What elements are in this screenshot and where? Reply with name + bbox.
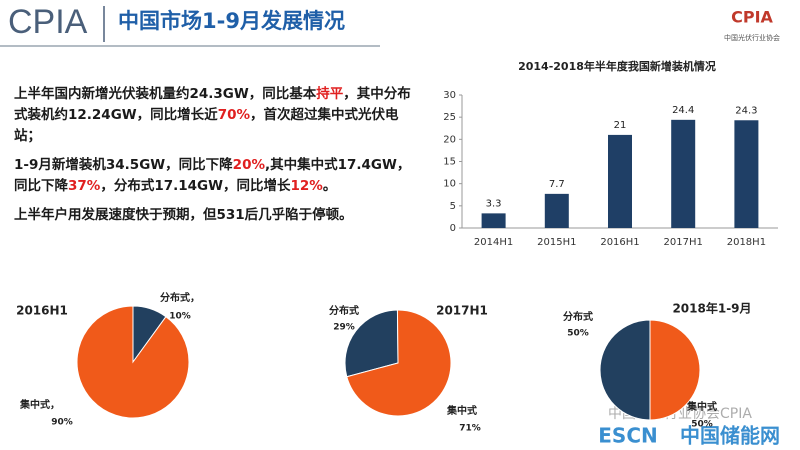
y-tick-label: 10 xyxy=(443,179,456,190)
bar xyxy=(481,213,506,228)
slide-title: 中国市场1-9月发展情况 xyxy=(118,9,345,33)
bar xyxy=(544,193,569,228)
data-label: 21 xyxy=(614,120,627,131)
pie-slice xyxy=(346,309,452,417)
paragraph: 上半年国内新增光伏装机量约24.3GW，同比基本持平，其中分布式装机约12.24… xyxy=(14,84,419,147)
paragraph: 1-9月新增装机34.5GW，同比下降20%,其中集中式17.4GW，同比下降3… xyxy=(14,155,419,197)
watermark: 中国储能网 xyxy=(680,424,780,448)
y-tick-label: 5 xyxy=(450,201,456,212)
pie-slice xyxy=(599,319,651,421)
pie-label: 集中式 xyxy=(686,400,717,413)
pie-label: 分布式 xyxy=(329,304,359,317)
pie-title: 2016H1 xyxy=(16,304,68,318)
pie-value-label: 50% xyxy=(691,420,713,430)
logo: CPIA xyxy=(8,3,88,41)
text-span: 1-9月新增装机34.5GW，同比下降 xyxy=(14,157,233,173)
data-label: 7.7 xyxy=(549,179,565,190)
text-span: 上半年户用发展速度快于预期，但531后几乎陷于停顿。 xyxy=(14,207,353,223)
watermark: ESCN xyxy=(598,424,657,448)
chart-title: 2014-2018年半年度我国新增装机情况 xyxy=(518,59,716,73)
bar xyxy=(608,134,632,228)
x-tick-label: 2016H1 xyxy=(600,237,639,248)
data-label: 24.3 xyxy=(735,105,757,116)
data-label: 3.3 xyxy=(486,198,502,209)
pie-title: 2017H1 xyxy=(436,304,488,318)
pie-value-label: 71% xyxy=(459,424,481,434)
y-tick-label: 0 xyxy=(450,223,456,234)
text-span: 20% xyxy=(232,157,265,173)
paragraph: 上半年户用发展速度快于预期，但531后几乎陷于停顿。 xyxy=(14,205,419,226)
pie-value-label: 90% xyxy=(51,418,73,428)
x-tick-label: 2014H1 xyxy=(474,237,513,248)
body-text: 上半年国内新增光伏装机量约24.3GW，同比基本持平，其中分布式装机约12.24… xyxy=(14,84,419,234)
text-span: ,其中集中式17.4GW，同比下降 xyxy=(14,157,411,194)
pie-title: 2018年1-9月 xyxy=(672,301,751,316)
pie-label: 集中式 xyxy=(446,404,477,417)
bar xyxy=(671,119,696,228)
pie-label: 分布式 xyxy=(563,310,593,323)
pie-label: 分布式， xyxy=(160,291,200,304)
data-label: 24.4 xyxy=(672,105,694,116)
x-tick-label: 2017H1 xyxy=(664,237,703,248)
pie-slice xyxy=(649,319,701,421)
text-span: 持平 xyxy=(316,86,344,102)
right-logo-sub: 中国光伏行业协会 xyxy=(724,33,780,42)
text-span: ，其中分布式装机约12.24GW，同比增长近 xyxy=(14,86,411,123)
text-span: ，首次超过集中式光伏电站； xyxy=(14,107,399,144)
y-tick-label: 25 xyxy=(443,112,456,123)
text-span: 37% xyxy=(68,178,101,194)
text-span: 。 xyxy=(322,178,337,194)
y-tick-label: 20 xyxy=(443,134,456,145)
right-logo: CPIA xyxy=(731,8,773,27)
text-span: 上半年国内新增光伏装机量约24.3GW，同比基本 xyxy=(14,86,317,102)
pie-label: 集中式， xyxy=(19,398,60,411)
bar xyxy=(734,120,759,228)
y-tick-label: 15 xyxy=(443,157,456,168)
y-tick-label: 30 xyxy=(443,90,456,101)
text-span: 12% xyxy=(290,178,323,194)
pie-value-label: 29% xyxy=(333,323,355,333)
text-span: 70% xyxy=(217,107,251,123)
x-tick-label: 2018H1 xyxy=(727,237,766,248)
pie-value-label: 50% xyxy=(567,329,589,339)
pie-slice xyxy=(344,309,399,378)
text-span: ，分布式17.14GW，同比增长 xyxy=(100,178,291,194)
pie-slice xyxy=(76,305,190,419)
pie-value-label: 10% xyxy=(169,312,191,322)
x-tick-label: 2015H1 xyxy=(537,237,576,248)
